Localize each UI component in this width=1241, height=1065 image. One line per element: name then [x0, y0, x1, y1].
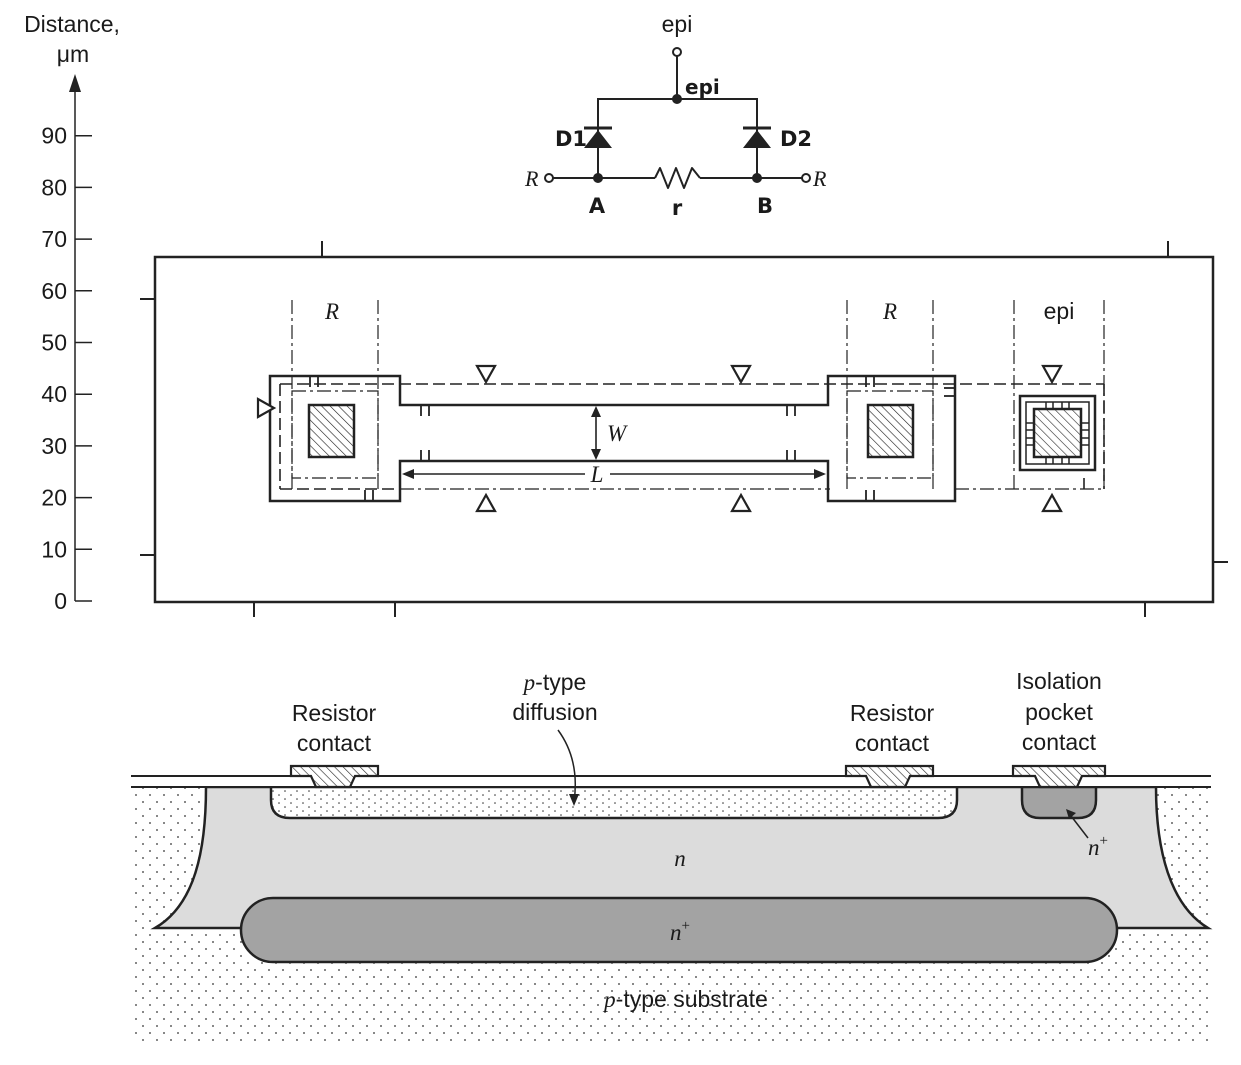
axis-tick-label: 30	[41, 433, 67, 459]
axis-tick-label: 80	[41, 174, 67, 200]
marker-down-icon	[475, 364, 497, 385]
marker-down-icon	[1041, 364, 1063, 385]
marker-right-icon	[256, 397, 277, 419]
width-label: W	[607, 421, 628, 446]
diode-d1-icon	[584, 130, 612, 148]
layout-view: W L R R epi	[140, 241, 1228, 617]
isolation-contact-ticks	[1026, 402, 1089, 464]
marker-down-icon	[730, 364, 752, 385]
pointer-arrowhead-icon	[569, 794, 579, 806]
terminal-epi-label: epi	[662, 11, 693, 37]
node-b-label: B	[757, 194, 773, 218]
terminal-r-right	[801, 173, 811, 183]
ruler-marks	[140, 241, 1228, 617]
diode-d1-label: D1	[555, 127, 587, 151]
axis-tick-label: 60	[41, 278, 67, 304]
axis-ticks: 0 10 20 30 40 50 60 70 80 90	[41, 123, 92, 614]
layout-label-r-left: R	[324, 299, 339, 324]
axis-title-line1: Distance,	[24, 11, 120, 37]
isolation-label-2: pocket	[1025, 699, 1093, 725]
axis-tick-label: 50	[41, 330, 67, 356]
marker-up-icon	[730, 492, 752, 513]
node-b-dot	[752, 173, 762, 183]
node-epi-label: epi	[685, 75, 720, 99]
n-plus-buried-label: n+	[670, 918, 690, 945]
axis-tick-label: 0	[54, 588, 67, 614]
length-dimension	[402, 469, 826, 479]
isolation-label-1: Isolation	[1016, 668, 1102, 694]
resistor-label: r	[672, 196, 683, 220]
terminal-r-left-label: R	[524, 166, 539, 191]
marker-up-icon	[475, 492, 497, 513]
resistor-contact-right-metal	[844, 764, 935, 789]
isolation-contact-outer	[1018, 394, 1097, 472]
isolation-contact-inner	[1025, 401, 1090, 465]
mask-guides	[291, 300, 1105, 490]
layout-label-r-right: R	[882, 299, 897, 324]
resistor-contact-left-metal	[289, 764, 380, 789]
marker-up-icon	[1041, 492, 1063, 513]
length-label: L	[590, 462, 604, 487]
diode-d2-icon	[743, 130, 771, 148]
resistor-contact-left-label-2: contact	[297, 730, 372, 756]
n-plus-contact-label: n+	[1088, 833, 1108, 860]
node-a-dot	[593, 173, 603, 183]
oxide-fill	[131, 777, 1211, 786]
diffusion-outline	[279, 383, 1105, 490]
axis-tick-label: 10	[41, 536, 67, 562]
isolation-contact-hole	[1032, 407, 1083, 459]
n-plus-buried-layer	[239, 896, 1119, 964]
axis-arrowhead	[69, 74, 81, 92]
terminal-r-right-label: R	[812, 166, 827, 191]
n-epi-region	[150, 785, 1213, 930]
contact-right	[866, 403, 915, 459]
terminal-epi	[672, 47, 682, 57]
axis-tick-label: 70	[41, 226, 67, 252]
p-diffusion-label-2: diffusion	[512, 699, 597, 725]
contact-left	[307, 403, 356, 459]
resistor-contact-right-label-2: contact	[855, 730, 930, 756]
width-dimension	[591, 406, 601, 460]
layout-frame	[153, 255, 1215, 604]
layout-label-epi: epi	[1044, 298, 1075, 324]
wire-top	[597, 98, 758, 145]
p-substrate-label: p-type substrate	[602, 986, 768, 1012]
isolation-label-3: contact	[1022, 729, 1097, 755]
cross-section: Resistor contact p-type diffusion Resist…	[131, 668, 1213, 1045]
axis-title-line2: μm	[57, 41, 89, 67]
resistor-icon	[654, 167, 701, 189]
n-region-label: n	[674, 846, 686, 871]
resistor-contact-right-label-1: Resistor	[850, 700, 935, 726]
terminal-r-left	[544, 173, 554, 183]
schematic: epi epi D1 D2 R R A r B	[524, 11, 827, 220]
p-diffusion-region	[269, 785, 959, 820]
cross-section-markers	[256, 364, 1063, 513]
axis-tick-label: 40	[41, 381, 67, 407]
node-a-label: A	[589, 194, 606, 218]
p-diffusion-label-1: p-type	[522, 669, 587, 695]
distance-axis: Distance, μm 0 10 20 30 40 50 60 70 80 90	[24, 11, 120, 614]
resistor-body	[268, 374, 957, 503]
n-plus-contact-region	[1020, 785, 1098, 820]
axis-tick-label: 20	[41, 485, 67, 511]
alignment-ticks	[309, 376, 955, 501]
axis-tick-label: 90	[41, 123, 67, 149]
isolation-contact-metal	[1011, 764, 1107, 789]
resistor-contact-left-label-1: Resistor	[292, 700, 377, 726]
diode-d2-label: D2	[780, 127, 812, 151]
pointer-arrowhead-icon	[1066, 809, 1076, 819]
